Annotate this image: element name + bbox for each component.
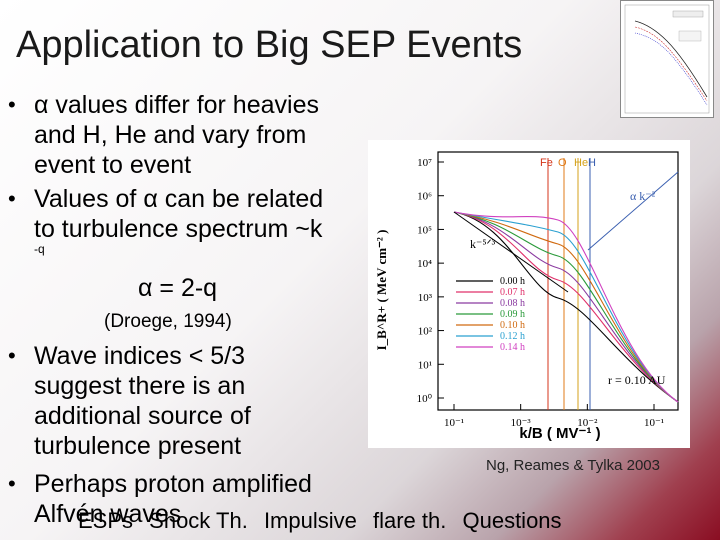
nav-flare-theory[interactable]: flare th. <box>372 508 447 533</box>
nav-esps[interactable]: ESPs <box>78 508 134 533</box>
alpha-formula: α = 2-q <box>138 274 218 302</box>
y-axis-label: I_B^R+ ( MeV cm⁻² ) <box>374 230 389 351</box>
bullet-line: Perhaps proton amplified <box>34 470 312 498</box>
ion-label: O <box>558 157 567 169</box>
y-tick-label: 10⁰ <box>417 393 433 405</box>
bullet-line: and H, He and vary from <box>34 121 307 149</box>
y-tick-label: 10⁵ <box>417 224 432 236</box>
legend-label: 0.08 h <box>500 298 525 309</box>
nav-shock-theory[interactable]: Shock Th. <box>149 508 248 533</box>
alpha-k-annotation: α k⁻² <box>630 189 656 203</box>
bullet-alfven: • Perhaps proton amplified Alfvén waves <box>8 469 312 529</box>
legend-label: 0.09 h <box>500 309 525 320</box>
x-tick-label: 10⁻³ <box>511 417 532 429</box>
bullet-alpha-values: • α values differ for heavies and H, He … <box>8 90 319 180</box>
alpha-k-line <box>587 171 679 251</box>
bullet-line: Values of <box>34 185 137 213</box>
bullet-dot: • <box>8 92 16 117</box>
slide-navigation: ESPs Shock Th. Impulsive flare th. Quest… <box>78 508 572 534</box>
bullet-dot: • <box>8 186 16 211</box>
bullet-line: turbulence present <box>34 432 242 460</box>
x-axis-label: k/B ( MV⁻¹ ) <box>519 425 600 442</box>
y-tick-label: 10⁴ <box>417 258 432 270</box>
y-tick-label: 10² <box>418 326 433 338</box>
nav-questions[interactable]: Questions <box>462 508 562 533</box>
kolmogorov-annotation: k⁻⁵ᐟ³ <box>470 237 496 251</box>
bullet-wave-indices: • Wave indices < 5/3 suggest there is an… <box>8 341 251 461</box>
spectrum-curve <box>453 211 679 403</box>
bullet-line: to turbulence spectrum ~k <box>34 215 323 243</box>
alpha-symbol: α <box>34 91 49 119</box>
legend-label: 0.14 h <box>500 342 525 353</box>
y-tick-label: 10⁷ <box>417 157 432 169</box>
bullet-line: values differ for heavies <box>55 91 319 119</box>
radius-annotation: r = 0.10 AU <box>608 373 666 387</box>
kolmogorov-line <box>453 211 569 293</box>
alpha-symbol: α <box>143 185 158 213</box>
bullet-dot: • <box>8 343 16 368</box>
bullet-line: suggest there is an <box>34 372 246 400</box>
plot-frame <box>437 151 679 411</box>
legend-label: 0.10 h <box>500 320 525 331</box>
spectrum-curve <box>453 211 679 403</box>
thumbnail-figure <box>620 0 714 118</box>
figure-credit: Ng, Reames & Tylka 2003 <box>486 457 660 474</box>
bullet-line: Wave indices < 5/3 <box>34 342 245 370</box>
ion-label: Fe <box>540 157 553 169</box>
ion-label: He <box>574 157 588 169</box>
legend-label: 0.12 h <box>500 331 525 342</box>
bullet-line: can be related <box>164 185 324 213</box>
y-tick-label: 10³ <box>418 292 433 304</box>
bullet-line: event to event <box>34 151 192 179</box>
slide-title: Application to Big SEP Events <box>16 24 523 66</box>
legend-label: 0.07 h <box>500 287 525 298</box>
spectrum-curve <box>453 211 679 403</box>
x-tick-label: 10⁻² <box>577 417 598 429</box>
y-tick-label: 10¹ <box>418 359 432 371</box>
y-tick-label: 10⁶ <box>417 191 432 203</box>
spectrum-curve <box>453 211 679 403</box>
bullet-line: Alfvén waves <box>34 500 182 528</box>
spectrum-curve <box>453 211 679 403</box>
bullet-line: additional source of <box>34 402 251 430</box>
bullet-dot: • <box>8 471 16 496</box>
nav-impulsive[interactable]: Impulsive <box>263 508 357 533</box>
exponent-q: -q <box>34 242 45 256</box>
x-tick-label: 10⁻¹ <box>444 417 464 429</box>
ion-label: H <box>588 157 596 169</box>
x-tick-label: 10⁻¹ <box>644 417 664 429</box>
wave-intensity-chart: 10⁰ 10¹ 10² 10³ 10⁴ 10⁵ 10⁶ 10⁷ 10⁻¹ 10⁻³ 10⁻² 10⁻… <box>368 140 690 448</box>
legend-label: 0.00 h <box>500 276 525 287</box>
bullet-turbulence: • Values of α can be related to turbulen… <box>8 184 324 244</box>
spectrum-curve <box>453 211 679 403</box>
spectrum-curve <box>453 211 679 403</box>
citation: (Droege, 1994) <box>104 311 232 332</box>
